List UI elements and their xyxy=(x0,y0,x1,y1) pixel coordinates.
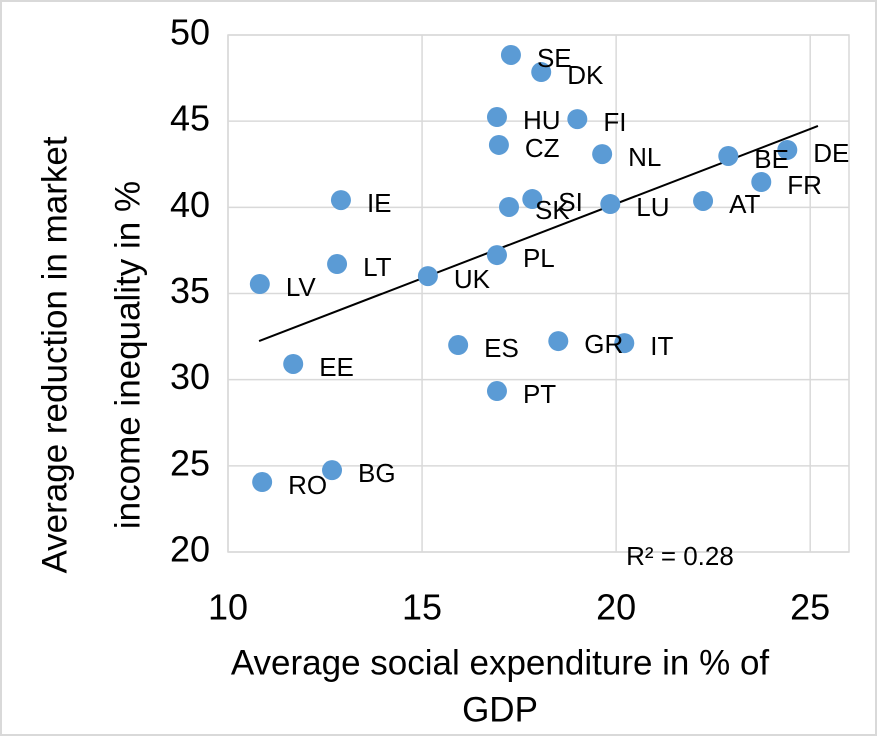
x-tick-label: 25 xyxy=(790,587,830,628)
point-label: CZ xyxy=(525,133,560,163)
y-tick-label: 35 xyxy=(170,270,210,311)
point-label: DE xyxy=(813,138,849,168)
point xyxy=(693,190,714,211)
point xyxy=(330,190,351,211)
point-label: IE xyxy=(367,188,392,218)
point xyxy=(486,381,507,402)
point-label: LV xyxy=(286,272,317,302)
y-tick-label: 40 xyxy=(170,184,210,225)
point xyxy=(283,353,304,374)
point-label: IT xyxy=(650,331,673,361)
point xyxy=(486,107,507,128)
point-label: HU xyxy=(523,105,561,135)
point-label: NL xyxy=(628,142,661,172)
x-tick-label: 20 xyxy=(596,587,636,628)
y-tick-label: 30 xyxy=(170,356,210,397)
y-tick-label: 25 xyxy=(170,442,210,483)
point xyxy=(327,254,348,275)
y-axis-label: Average reduction in market xyxy=(35,136,74,573)
point xyxy=(567,109,588,130)
y-tick-label: 45 xyxy=(170,98,210,139)
point-label: ES xyxy=(484,333,519,363)
point-label: FR xyxy=(787,170,822,200)
r-squared-label: R² = 0.28 xyxy=(626,541,734,571)
plot-area xyxy=(227,34,850,553)
point-label: SI xyxy=(558,187,583,217)
point xyxy=(322,460,343,481)
point-label: PL xyxy=(523,243,555,273)
point xyxy=(751,172,772,193)
point-label: LT xyxy=(363,252,392,282)
point xyxy=(522,189,543,210)
point-label: BG xyxy=(358,458,396,488)
point xyxy=(249,274,270,295)
point-label: DK xyxy=(567,60,604,90)
point xyxy=(592,144,613,165)
x-tick-label: 10 xyxy=(208,587,248,628)
point xyxy=(777,139,798,160)
point-label: PT xyxy=(523,379,556,409)
point xyxy=(486,245,507,266)
y-tick-label: 20 xyxy=(170,529,210,570)
y-axis-label: income inequality in % xyxy=(108,181,147,529)
x-axis-label: Average social expenditure in % of xyxy=(231,643,770,682)
point-label: GR xyxy=(584,329,623,359)
x-tick-label: 15 xyxy=(402,587,442,628)
point-label: RO xyxy=(288,470,327,500)
point-label: EE xyxy=(319,352,354,382)
point-label: LU xyxy=(636,192,669,222)
point-label: BE xyxy=(754,144,789,174)
x-axis-label: GDP xyxy=(462,690,538,729)
point xyxy=(548,331,569,352)
point-label: AT xyxy=(729,189,760,219)
point xyxy=(614,333,635,354)
point xyxy=(417,266,438,287)
point xyxy=(718,145,739,166)
point-label: SK xyxy=(535,195,570,225)
point-label: UK xyxy=(454,264,491,294)
point xyxy=(499,196,520,217)
point xyxy=(500,44,521,65)
point xyxy=(448,335,469,356)
point xyxy=(531,62,552,83)
point xyxy=(600,194,621,215)
y-tick-label: 50 xyxy=(170,12,210,53)
point-label: FI xyxy=(603,107,626,137)
point xyxy=(252,472,273,493)
point xyxy=(488,134,509,155)
point-label: SE xyxy=(537,43,572,73)
